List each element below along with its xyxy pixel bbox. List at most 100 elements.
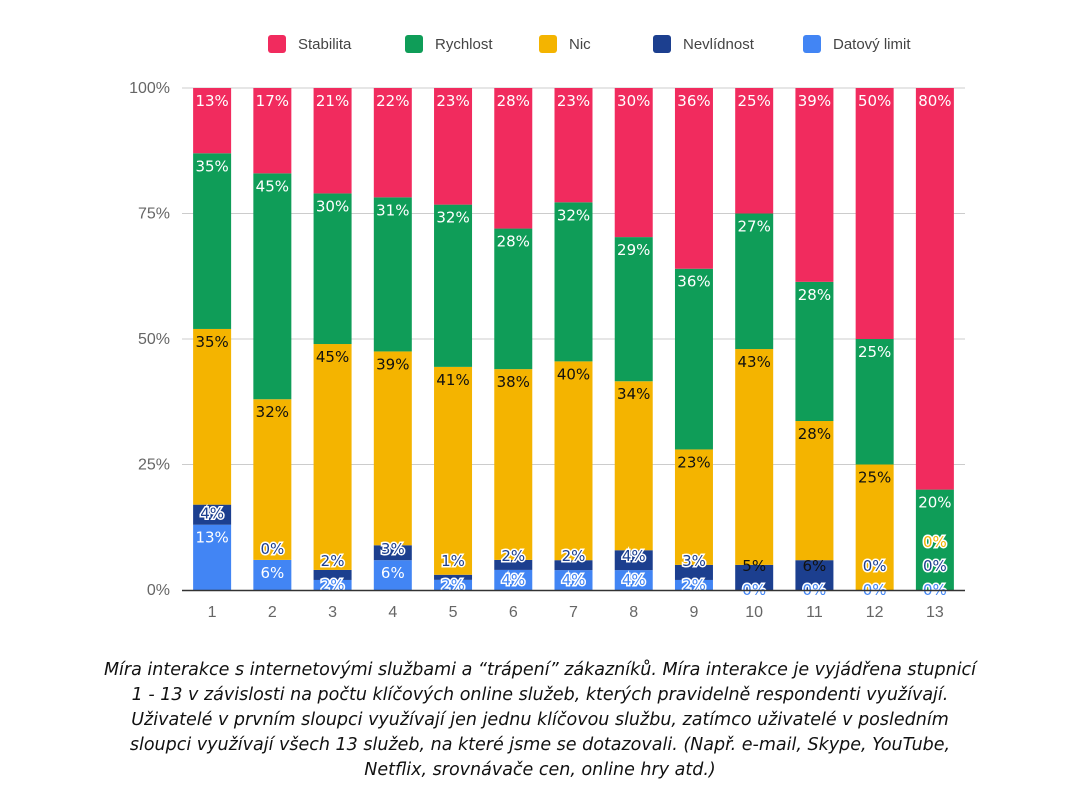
data-label: 0% [863, 557, 887, 575]
bar-segment [253, 88, 292, 174]
bar-segment [434, 579, 473, 590]
legend-label: Datový limit [833, 36, 911, 53]
legend-swatch [653, 35, 671, 53]
bar-segment [614, 570, 653, 590]
bar-segment [735, 349, 774, 565]
data-label: 35% [195, 157, 228, 175]
y-tick-label: 100% [129, 80, 170, 97]
bar-segment [795, 560, 834, 590]
bar-segment [373, 197, 412, 352]
bar-segment [915, 88, 954, 490]
data-label: 34% [617, 385, 650, 403]
bar-segment [494, 228, 533, 370]
data-label: 2% [562, 547, 586, 565]
x-axis-ticks: 1 2 3 4 5 6 7 8 9 10 11 12 13 [208, 604, 944, 621]
data-label: 23% [557, 92, 590, 110]
bar-segment [554, 560, 593, 571]
data-label: 28% [798, 286, 831, 304]
data-label: 30% [617, 92, 650, 110]
x-tick-label: 12 [866, 604, 884, 621]
data-label: 21% [316, 92, 349, 110]
x-tick-label: 13 [926, 604, 944, 621]
data-label: 22% [376, 92, 409, 110]
bar-segment [554, 361, 593, 561]
x-tick-label: 6 [509, 604, 518, 621]
bar-segment [795, 88, 834, 282]
bar-segment [554, 202, 593, 362]
x-tick-label: 9 [690, 604, 699, 621]
data-label: 36% [677, 92, 710, 110]
bar-segment [674, 579, 713, 590]
data-label: 25% [858, 343, 891, 361]
data-label: 0% [923, 533, 947, 551]
bar-segment [494, 369, 533, 560]
bar-segment [193, 328, 232, 505]
data-label: 39% [376, 355, 409, 373]
bar-segment [554, 570, 593, 590]
bar-segment [674, 449, 713, 565]
data-label: 32% [557, 206, 590, 224]
bar-segment [313, 88, 352, 194]
data-label: 50% [858, 92, 891, 110]
bar-segment [795, 281, 834, 422]
bar-segment [915, 489, 954, 590]
data-label: 2% [321, 552, 345, 570]
data-label: 25% [738, 92, 771, 110]
data-label: 4% [200, 505, 224, 523]
bar-segment [193, 504, 232, 525]
legend-label: Nic [569, 36, 591, 53]
bar-segment [614, 88, 653, 238]
y-axis-ticks: 0% 25% 50% 75% 100% [129, 80, 170, 599]
data-label: 39% [798, 92, 831, 110]
data-label: 41% [436, 371, 469, 389]
chart-legend: Stabilita Rychlost Nic Nevlídnost Datový lim… [268, 35, 911, 53]
bar-segment [313, 579, 352, 590]
bar-segment [373, 560, 412, 590]
y-tick-label: 75% [138, 206, 170, 223]
bar-segment [253, 559, 292, 590]
bar-segment [614, 381, 653, 551]
x-tick-label: 7 [569, 604, 578, 621]
x-tick-label: 11 [806, 604, 823, 621]
data-label: 1% [441, 552, 465, 570]
bar-segment [674, 88, 713, 269]
data-label: 4% [501, 571, 525, 589]
bar-segment [674, 564, 713, 580]
y-tick-label: 50% [138, 331, 170, 348]
data-label: 2% [501, 547, 525, 565]
data-label: 13% [195, 529, 228, 547]
data-label: 28% [798, 425, 831, 443]
bar-segment [193, 88, 232, 154]
data-label: 6% [803, 557, 827, 575]
data-label: 28% [497, 92, 530, 110]
bar-segment [434, 366, 473, 575]
bar-segment [674, 268, 713, 450]
x-tick-label: 8 [629, 604, 638, 621]
bar-segment [614, 237, 653, 382]
data-label: 27% [738, 218, 771, 236]
data-label: 5% [742, 557, 766, 575]
data-label: 80% [918, 92, 951, 110]
data-label: 38% [497, 373, 530, 391]
bar-segment [434, 88, 473, 205]
y-tick-label: 0% [147, 582, 170, 599]
data-label: 13% [195, 92, 228, 110]
legend-swatch [405, 35, 423, 53]
bar-segment [855, 339, 894, 465]
data-label: 45% [256, 177, 289, 195]
bar-segment [373, 351, 412, 546]
data-label: 3% [381, 540, 405, 558]
x-tick-label: 2 [268, 604, 277, 621]
data-label: 29% [617, 241, 650, 259]
data-label: 2% [321, 576, 345, 594]
bar-segment [373, 545, 412, 561]
data-label: 32% [436, 209, 469, 227]
x-tick-label: 10 [745, 604, 763, 621]
legend-swatch [803, 35, 821, 53]
legend-label: Nevlídnost [683, 36, 755, 53]
bar-segment [494, 559, 533, 570]
x-tick-label: 1 [208, 604, 217, 621]
bar-segment [373, 88, 412, 198]
bar-segment [313, 344, 352, 570]
data-label: 4% [622, 571, 646, 589]
